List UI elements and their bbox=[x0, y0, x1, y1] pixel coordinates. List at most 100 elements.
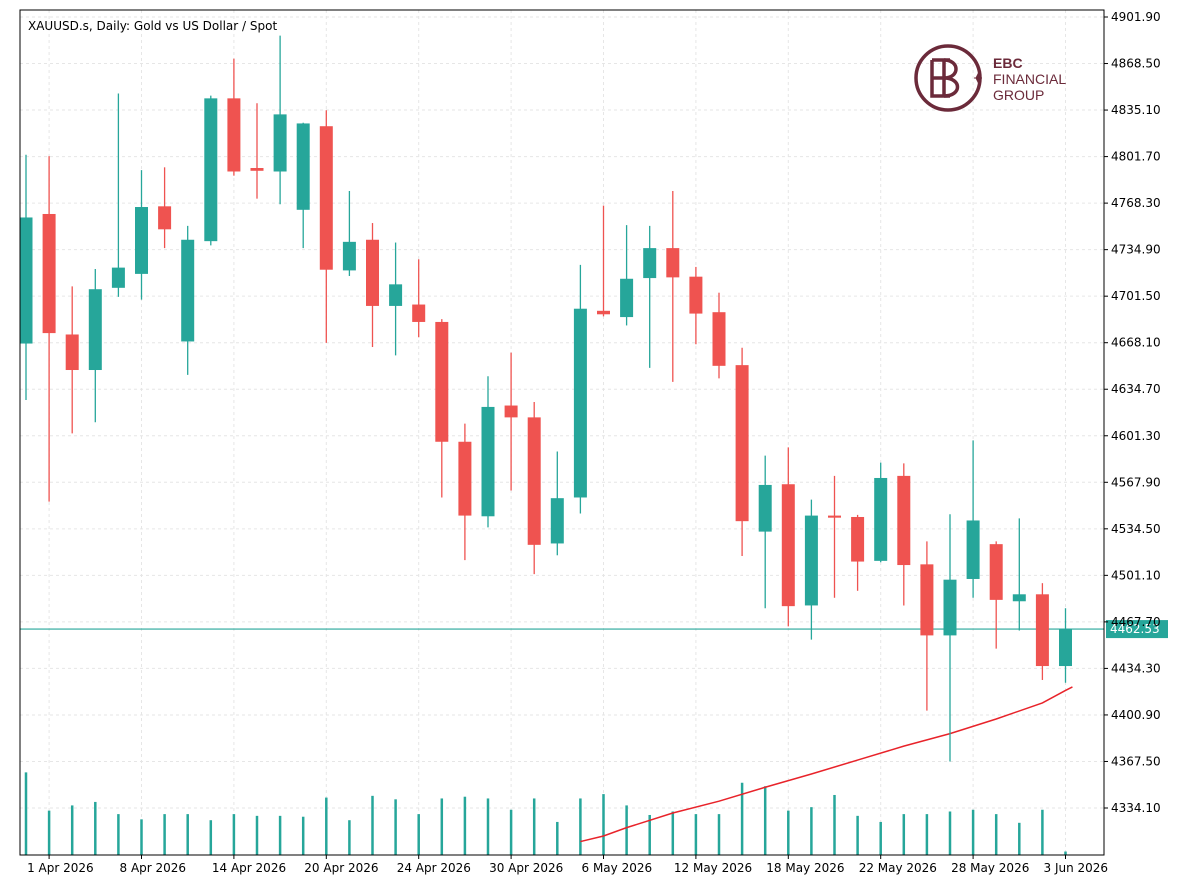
y-tick-label: 4367.50 bbox=[1111, 754, 1161, 768]
candle-bullish bbox=[204, 95, 218, 246]
candle-bearish bbox=[735, 347, 749, 556]
candle-body bbox=[435, 321, 449, 442]
y-tick-label: 4801.70 bbox=[1111, 150, 1161, 164]
x-tick-label: 22 May 2026 bbox=[859, 861, 937, 875]
candle-bullish bbox=[966, 440, 980, 598]
candle-body bbox=[296, 123, 310, 210]
chart-axes: 4901.90 4868.50 4835.10 4801.70 4768.30 4734.… bbox=[19, 9, 1161, 875]
logo-text-line3: GROUP bbox=[993, 87, 1044, 103]
moving-average-line bbox=[580, 686, 1073, 843]
candle-body bbox=[504, 405, 518, 418]
candle-bullish bbox=[273, 35, 287, 205]
candle-bearish bbox=[227, 58, 241, 176]
candle-body bbox=[527, 417, 541, 545]
candle-bullish bbox=[88, 269, 102, 423]
x-tick-label: 14 Apr 2026 bbox=[212, 861, 286, 875]
chart-title: XAUUSD.s, Daily: Gold vs US Dollar / Spo… bbox=[28, 19, 277, 33]
y-tick-label: 4668.10 bbox=[1111, 336, 1161, 350]
candle-bearish bbox=[458, 423, 472, 561]
x-tick-label: 30 Apr 2026 bbox=[489, 861, 563, 875]
candle-bearish bbox=[1035, 583, 1049, 680]
candle-bullish bbox=[804, 499, 818, 640]
candle-bearish bbox=[712, 292, 726, 379]
candle-bearish bbox=[920, 541, 934, 711]
candle-body bbox=[550, 498, 564, 544]
candle-body bbox=[712, 312, 726, 366]
volume-bars bbox=[24, 772, 1067, 855]
candlesticks bbox=[19, 35, 1072, 762]
y-tick-label: 4434.30 bbox=[1111, 661, 1161, 675]
candle-bullish bbox=[389, 242, 403, 356]
candle-bullish bbox=[874, 462, 888, 563]
x-tick-label: 24 Apr 2026 bbox=[397, 861, 471, 875]
candle-body bbox=[1059, 629, 1072, 667]
x-tick-label: 20 Apr 2026 bbox=[304, 861, 378, 875]
x-tick-label: 28 May 2026 bbox=[951, 861, 1029, 875]
candle-bullish bbox=[620, 225, 634, 326]
candle-body bbox=[989, 544, 1003, 600]
y-tick-label: 4634.70 bbox=[1111, 382, 1161, 396]
x-tick-label: 18 May 2026 bbox=[766, 861, 844, 875]
candle-body bbox=[620, 278, 634, 318]
candle-body bbox=[897, 475, 911, 566]
candle-body bbox=[319, 126, 333, 270]
candle-body bbox=[273, 114, 287, 172]
moving-average-path bbox=[580, 686, 1073, 843]
candle-body bbox=[111, 267, 125, 288]
candle-bullish bbox=[481, 376, 495, 528]
candle-bullish bbox=[758, 455, 772, 609]
candle-body bbox=[42, 213, 56, 334]
candle-body bbox=[735, 365, 749, 522]
candle-body bbox=[19, 217, 33, 344]
candle-bearish bbox=[689, 266, 703, 345]
x-tick-label: 3 Jun 2026 bbox=[1044, 861, 1109, 875]
candle-body bbox=[758, 484, 772, 532]
ebc-logo-mark-icon bbox=[914, 44, 982, 112]
candle-bullish bbox=[342, 190, 356, 276]
candle-body bbox=[342, 241, 356, 271]
y-tick-label: 4835.10 bbox=[1111, 103, 1161, 117]
candle-body bbox=[1012, 594, 1026, 602]
candle-bullish bbox=[296, 122, 310, 249]
candle-body bbox=[227, 98, 241, 172]
candle-bearish bbox=[666, 190, 680, 382]
logo-text-line2: FINANCIAL bbox=[993, 71, 1066, 87]
candle-body bbox=[943, 579, 957, 636]
candle-body bbox=[481, 406, 495, 517]
ebc-logo: EBC FINANCIAL GROUP bbox=[914, 44, 1066, 112]
candle-bearish bbox=[989, 541, 1003, 649]
candle-bullish bbox=[550, 451, 564, 556]
y-tick-label: 4734.90 bbox=[1111, 243, 1161, 257]
candle-body bbox=[250, 168, 264, 171]
candle-bullish bbox=[111, 93, 125, 297]
y-tick-label: 4534.50 bbox=[1111, 522, 1161, 536]
candle-bullish bbox=[135, 170, 148, 300]
candle-body bbox=[1035, 594, 1049, 667]
candle-bearish bbox=[319, 110, 333, 343]
current-price-label: 4462.53 bbox=[1110, 622, 1160, 636]
candle-body bbox=[65, 334, 79, 371]
candle-body bbox=[643, 248, 657, 279]
candle-bearish bbox=[897, 463, 911, 606]
y-tick-label: 4901.90 bbox=[1111, 10, 1161, 24]
y-tick-label: 4768.30 bbox=[1111, 196, 1161, 210]
candle-body bbox=[366, 239, 379, 306]
candle-bullish bbox=[181, 225, 195, 375]
y-tick-label: 4868.50 bbox=[1111, 57, 1161, 71]
candle-bullish bbox=[1059, 608, 1072, 683]
candle-bullish bbox=[943, 514, 957, 762]
candle-body bbox=[828, 515, 841, 518]
candle-body bbox=[874, 477, 888, 561]
y-tick-label: 4701.50 bbox=[1111, 289, 1161, 303]
candle-bearish bbox=[250, 103, 264, 199]
y-tick-label: 4501.10 bbox=[1111, 568, 1161, 582]
candle-body bbox=[804, 515, 818, 606]
candle-body bbox=[158, 206, 172, 230]
candle-bullish bbox=[1012, 518, 1026, 631]
plot-frame bbox=[19, 9, 1105, 856]
candle-bearish bbox=[65, 286, 79, 434]
candle-body bbox=[204, 98, 218, 242]
candle-body bbox=[781, 484, 795, 607]
candle-bullish bbox=[643, 225, 657, 368]
